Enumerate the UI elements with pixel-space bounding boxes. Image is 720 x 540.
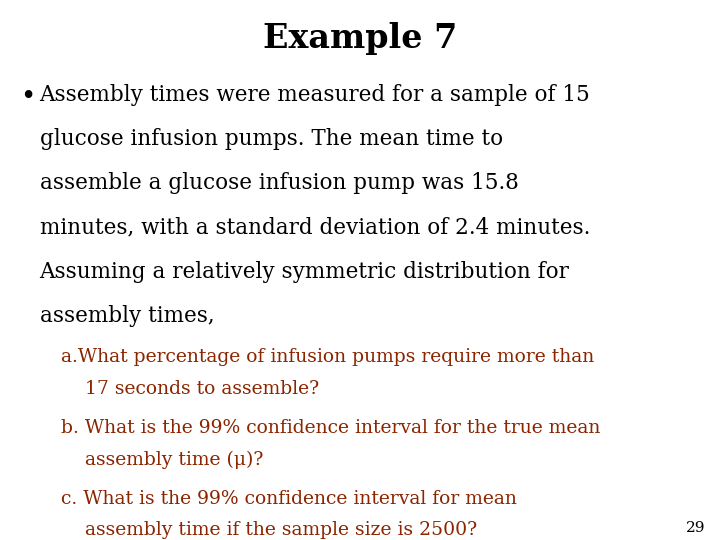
Text: assembly time if the sample size is 2500?: assembly time if the sample size is 2500… xyxy=(61,521,477,539)
Text: c. What is the 99% confidence interval for mean: c. What is the 99% confidence interval f… xyxy=(61,490,517,508)
Text: 17 seconds to assemble?: 17 seconds to assemble? xyxy=(61,380,320,397)
Text: Assuming a relatively symmetric distribution for: Assuming a relatively symmetric distribu… xyxy=(40,261,570,283)
Text: assembly time (μ)?: assembly time (μ)? xyxy=(61,450,264,469)
Text: a.What percentage of infusion pumps require more than: a.What percentage of infusion pumps requ… xyxy=(61,348,595,366)
Text: 29: 29 xyxy=(686,521,706,535)
Text: glucose infusion pumps. The mean time to: glucose infusion pumps. The mean time to xyxy=(40,128,503,150)
Text: b. What is the 99% confidence interval for the true mean: b. What is the 99% confidence interval f… xyxy=(61,419,600,437)
Text: assemble a glucose infusion pump was 15.8: assemble a glucose infusion pump was 15.… xyxy=(40,172,518,194)
Text: assembly times,: assembly times, xyxy=(40,305,215,327)
Text: Assembly times were measured for a sample of 15: Assembly times were measured for a sampl… xyxy=(40,84,590,106)
Text: •: • xyxy=(20,84,35,109)
Text: Example 7: Example 7 xyxy=(263,22,457,55)
Text: minutes, with a standard deviation of 2.4 minutes.: minutes, with a standard deviation of 2.… xyxy=(40,217,590,239)
